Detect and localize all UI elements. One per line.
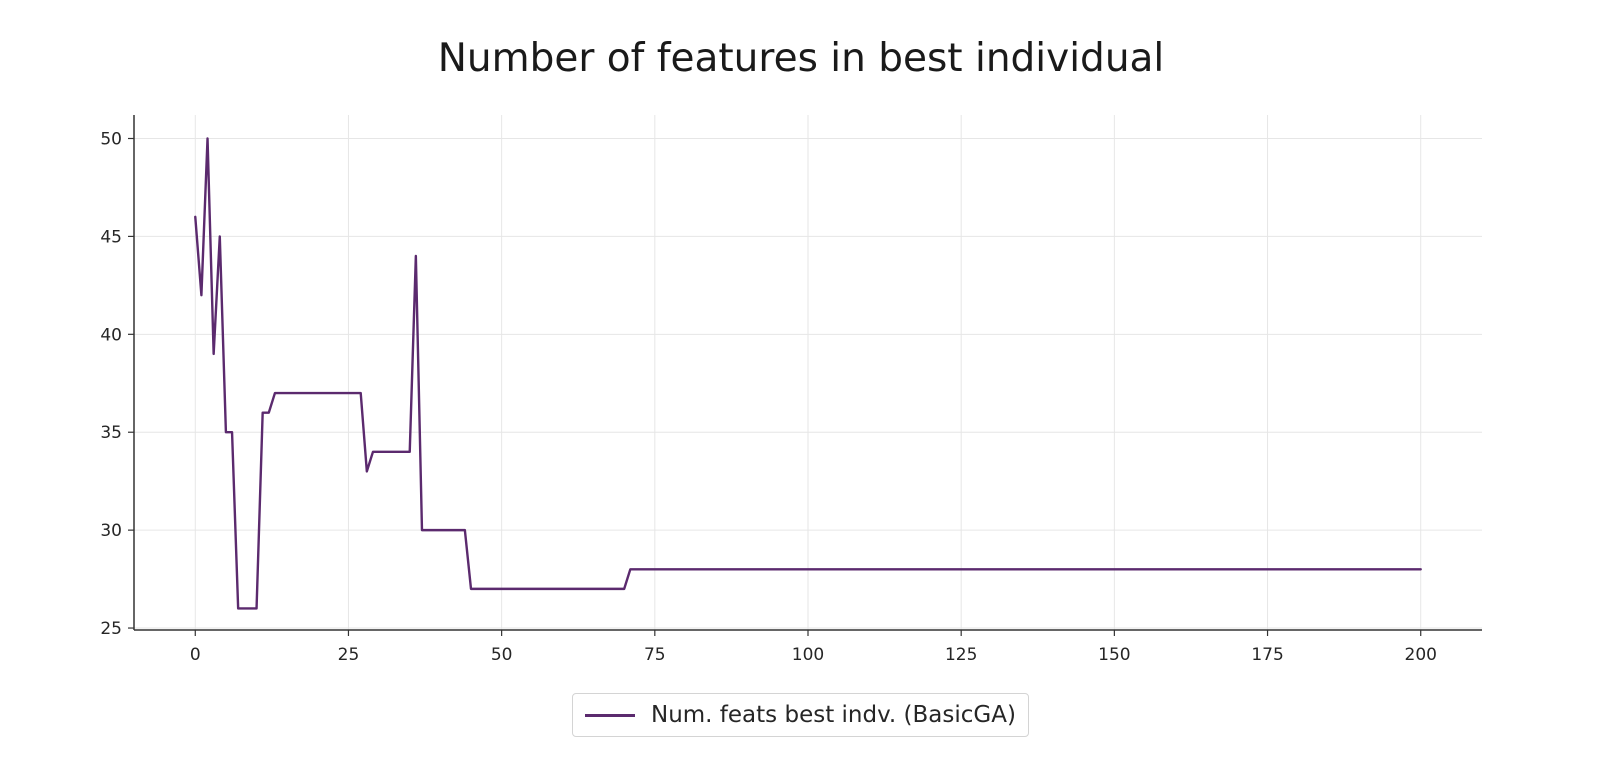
x-tick-label: 200 [1405, 645, 1437, 665]
y-tick-label: 40 [100, 325, 122, 345]
y-tick-label: 35 [100, 423, 122, 443]
series-layer [194, 137, 1422, 610]
x-tick-label: 150 [1098, 645, 1130, 665]
chart-title: Number of features in best individual [437, 36, 1165, 81]
y-tick-label: 25 [100, 619, 122, 639]
x-tick-label: 75 [644, 645, 666, 665]
grid [134, 115, 1482, 630]
legend-label: Num. feats best indv. (BasicGA) [651, 702, 1016, 728]
x-tick-label: 0 [190, 645, 201, 665]
series-line-0 [194, 137, 1422, 610]
x-tick-label: 175 [1251, 645, 1283, 665]
x-tick-label: 50 [491, 645, 513, 665]
x-tick-label: 125 [945, 645, 977, 665]
y-tick-label: 30 [100, 521, 122, 541]
ticks: 0 25 50 75 100 125 150 175 200 25 30 35 40 45 50 [100, 129, 1437, 665]
x-tick-label: 100 [792, 645, 824, 665]
y-tick-label: 50 [100, 129, 122, 149]
x-tick-label: 25 [338, 645, 360, 665]
legend-swatch [585, 713, 635, 717]
legend: Num. feats best indv. (BasicGA) [572, 693, 1029, 737]
y-tick-label: 45 [100, 227, 122, 247]
